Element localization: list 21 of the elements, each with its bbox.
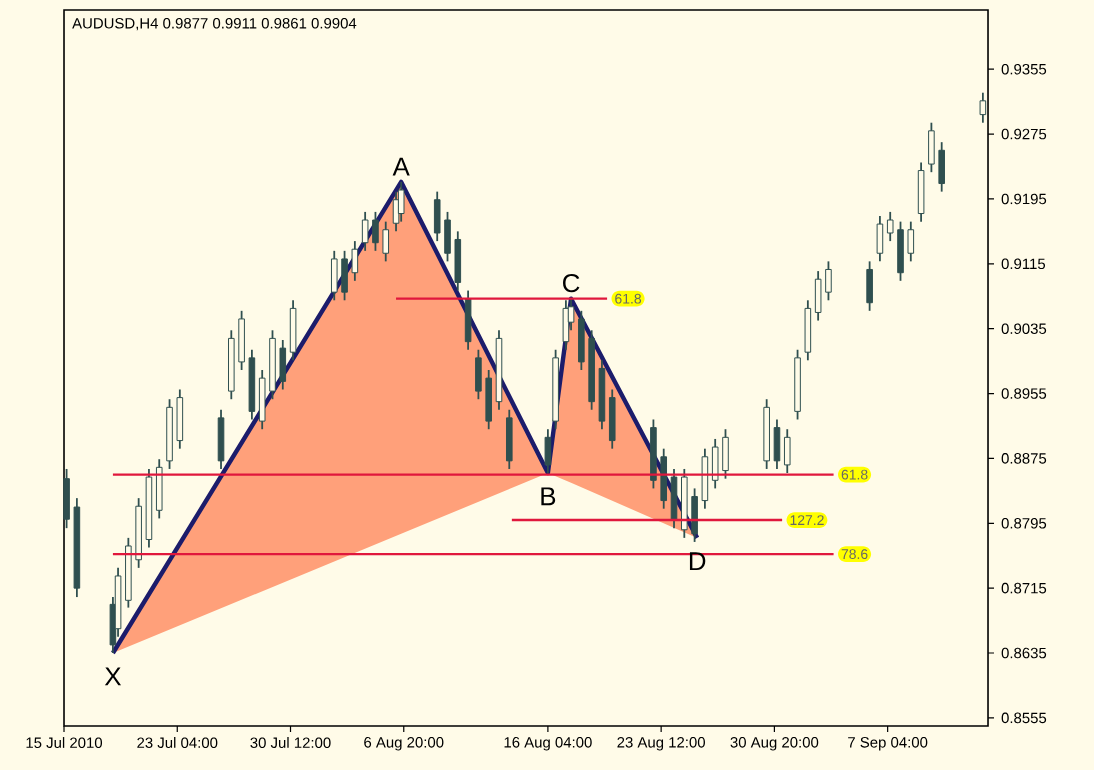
candlestick [562,299,570,351]
annotation: B [541,487,556,506]
annotation: D [689,552,706,571]
candlestick [155,458,163,520]
candlestick [866,260,873,312]
candlestick [464,289,472,351]
candlestick [289,299,297,362]
candlestick [917,161,925,223]
candlestick [876,215,884,263]
candlestick [804,299,812,362]
candlestick [397,181,405,223]
candlestick [608,388,616,450]
candlestick [544,428,552,474]
candlestick [505,408,513,470]
candlestick [783,428,791,474]
candlestick [217,408,225,470]
annotation: X [104,667,122,686]
candlestick [773,418,781,470]
candlestick [979,91,987,124]
annotation: A [392,157,410,176]
annotation: C [563,273,580,293]
